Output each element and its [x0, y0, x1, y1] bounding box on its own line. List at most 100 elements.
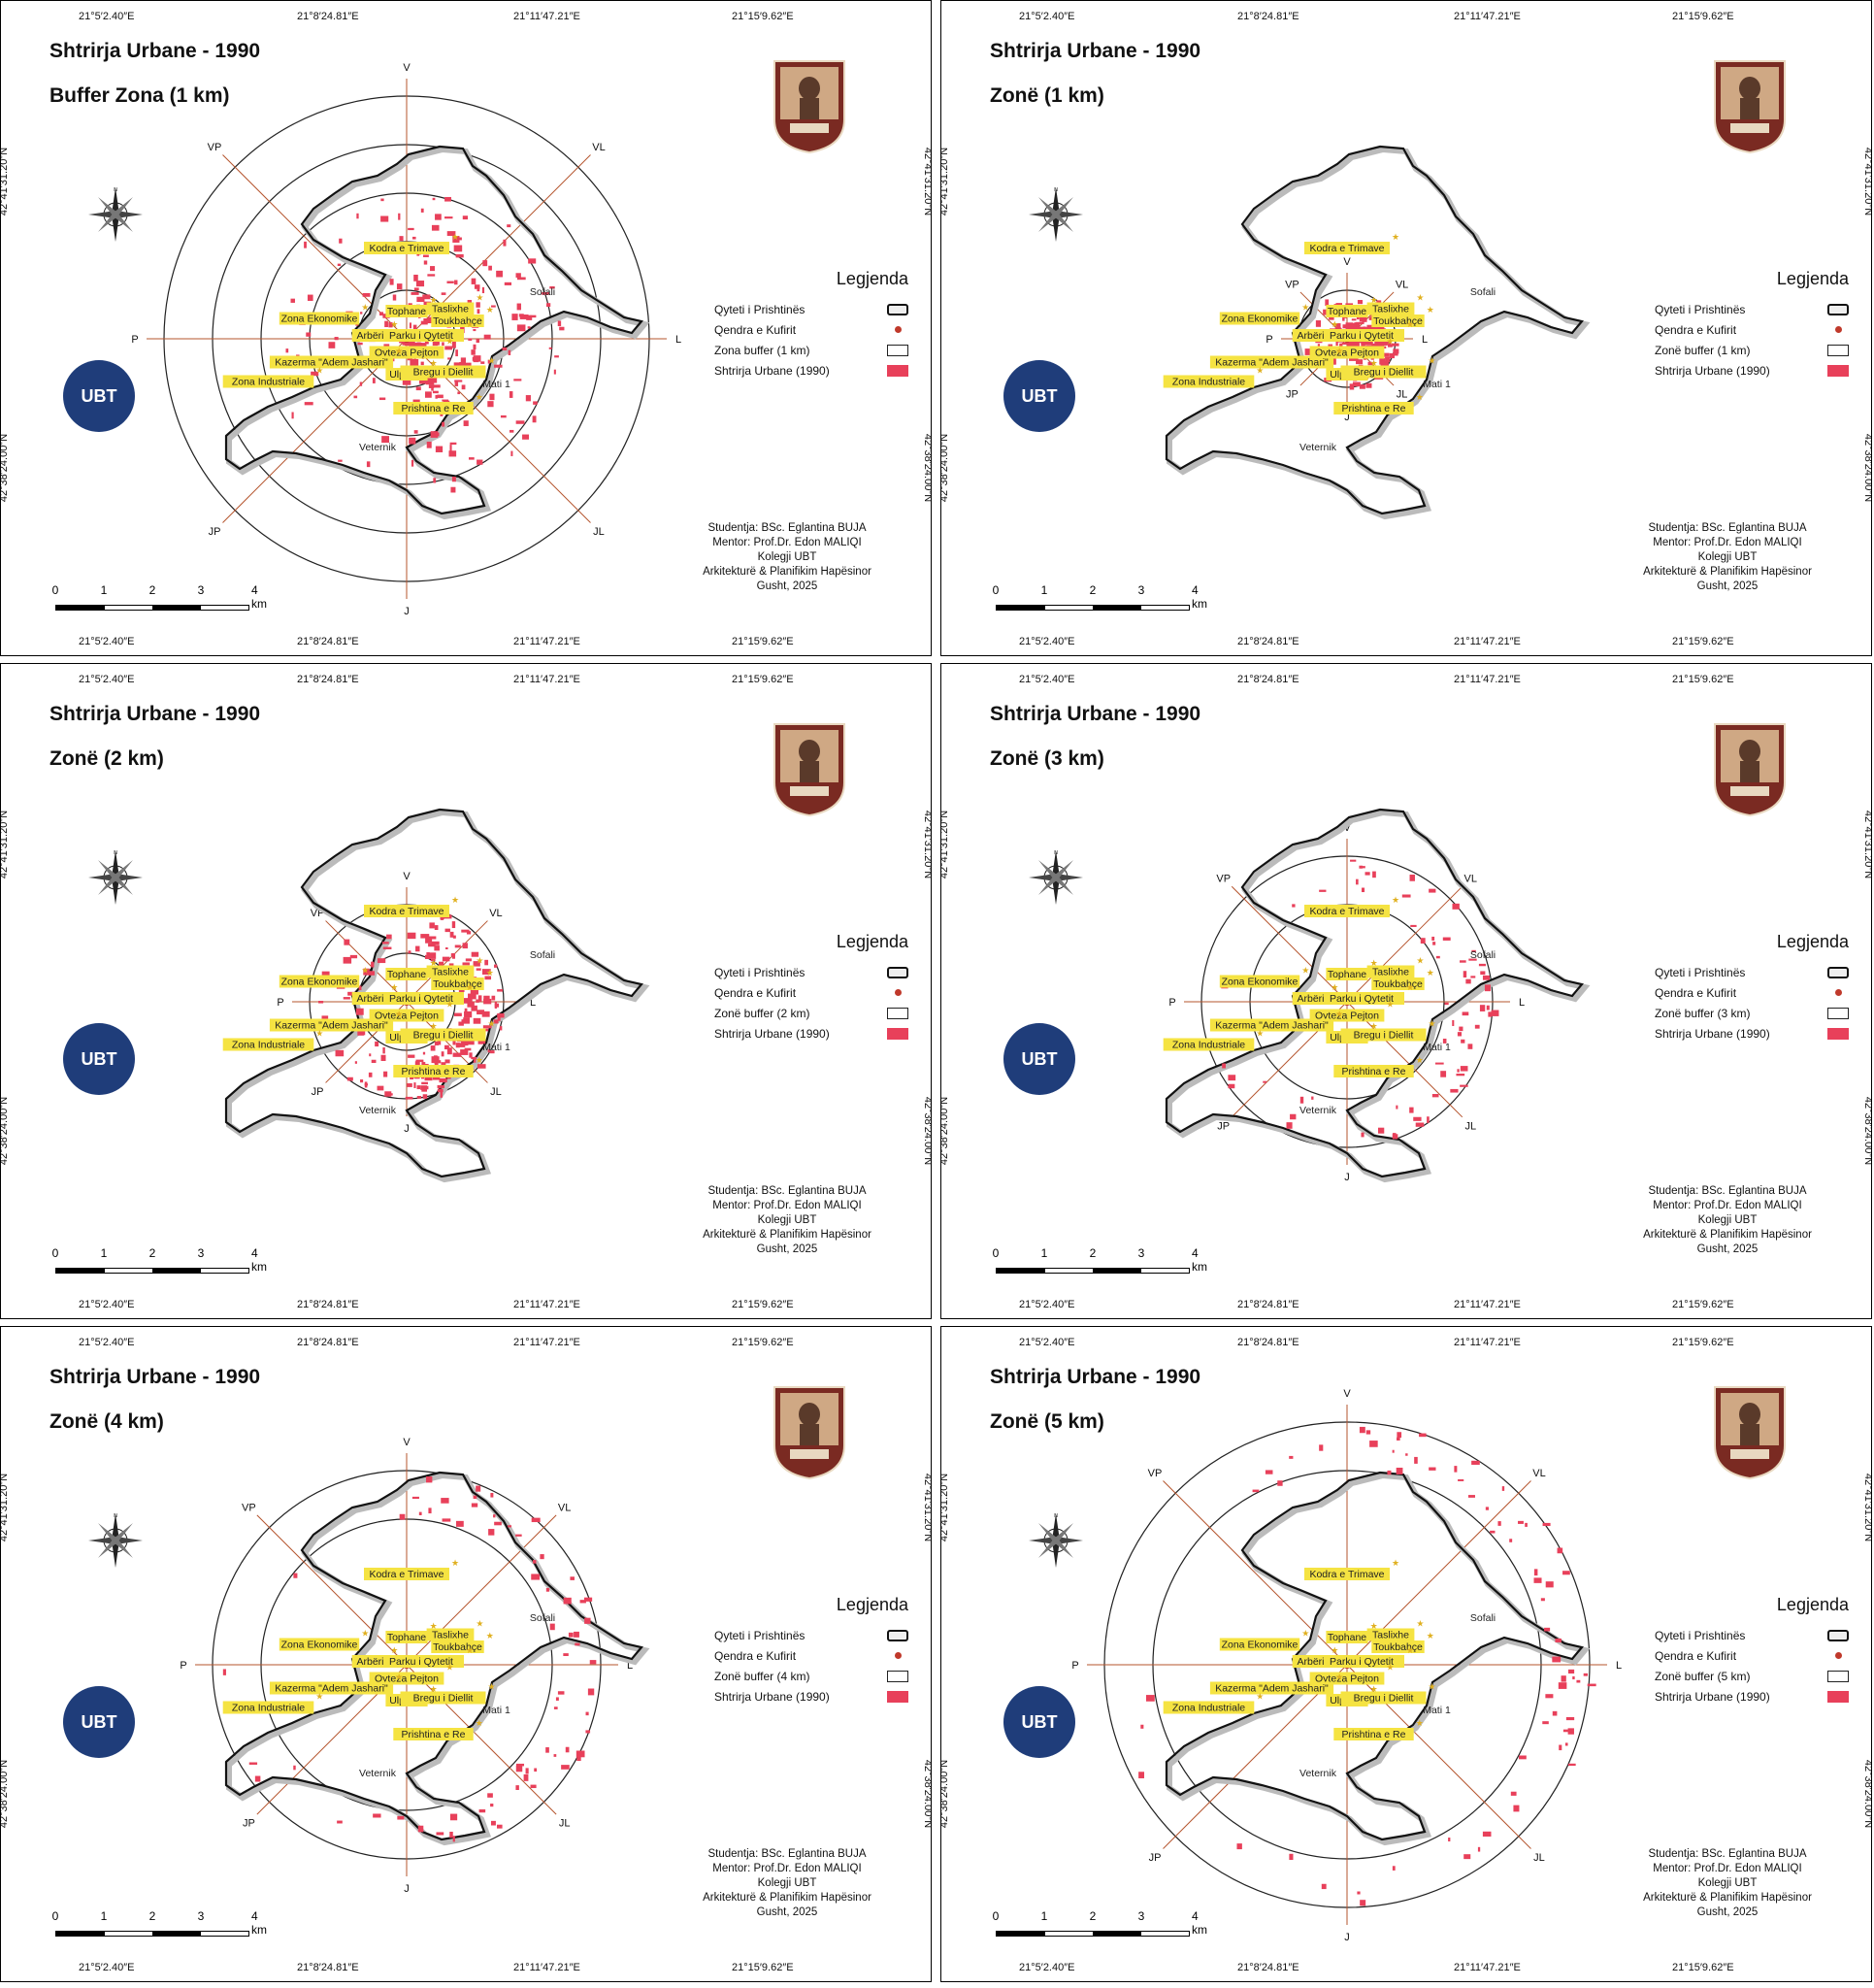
urban-patch	[515, 1765, 523, 1773]
coord-right-1: 42°41′31.20″N	[1861, 1473, 1872, 1542]
urban-swatch	[887, 1027, 908, 1040]
urban-patch	[546, 303, 551, 308]
place-star-icon: ★	[445, 337, 453, 347]
urban-patch	[427, 274, 436, 277]
place-star-icon: ★	[1386, 1000, 1394, 1010]
urban-patch	[1456, 1074, 1465, 1077]
urban-patch	[437, 1039, 442, 1045]
urban-patch	[311, 371, 319, 377]
urban-patch	[335, 1049, 345, 1057]
map-panel-4: V VL L JL J JP P VP ★ Kodra e Trimave ★ Tophane ★ Tas…	[940, 663, 1872, 1319]
urban-patch	[464, 1047, 472, 1051]
place-label: Prishtina e Re	[1342, 1729, 1406, 1740]
urban-patch	[570, 1576, 575, 1580]
urban-patch	[449, 1832, 453, 1839]
urban-patch	[398, 213, 401, 220]
urban-patch	[430, 1045, 436, 1051]
urban-patch	[423, 260, 428, 265]
urban-patch	[471, 1005, 477, 1011]
city-boundary	[1165, 808, 1585, 1178]
place-label: Zona Industriale	[232, 1703, 305, 1714]
city-swatch	[887, 966, 908, 978]
urban-patch	[1482, 1831, 1492, 1837]
urban-patch	[1315, 320, 1322, 327]
place-label: Mati 1	[1423, 1705, 1451, 1716]
urban-patch	[454, 944, 461, 948]
urban-patch	[1583, 1673, 1588, 1676]
credit-department: Arkitekturë & Planifikim Hapësinor	[703, 1229, 871, 1241]
urban-patch	[563, 1597, 572, 1605]
place-highlight	[393, 1728, 474, 1740]
ubt-logo: UBT	[63, 1686, 135, 1758]
coord-bottom-1: 21°5′2.40″E	[1019, 1299, 1075, 1310]
urban-patch	[1488, 1011, 1493, 1017]
urban-patch	[493, 1514, 496, 1518]
urban-patch	[450, 486, 456, 493]
urban-patch	[384, 1091, 392, 1097]
place-highlight	[378, 992, 464, 1005]
place-label: Prishtina e Re	[402, 1729, 466, 1740]
urban-patch	[1409, 1107, 1414, 1113]
place-highlight	[1309, 1009, 1385, 1022]
urban-patch	[408, 950, 411, 954]
legend-center-label: Qendra e Kufirit	[714, 322, 797, 337]
urban-patch	[415, 281, 425, 287]
urban-patch	[1452, 903, 1460, 910]
place-star-icon: ★	[466, 982, 474, 992]
direction-label-w: P	[277, 997, 283, 1009]
coord-right-1: 42°41′31.20″N	[921, 147, 932, 216]
place-star-icon: ★	[361, 303, 369, 313]
urban-patch	[451, 477, 456, 482]
coord-left-2: 42°38′24.00″N	[0, 1759, 11, 1829]
urban-patch	[509, 429, 514, 433]
place-star-icon: ★	[466, 319, 474, 329]
urban-patch	[415, 1059, 424, 1062]
urban-patch	[1381, 361, 1389, 367]
place-star-icon: ★	[430, 358, 438, 368]
urban-patch	[460, 1049, 469, 1055]
place-star-icon: ★	[1386, 1663, 1394, 1673]
urban-patch	[436, 340, 440, 346]
urban-patch	[318, 1001, 324, 1004]
place-highlight	[385, 968, 428, 980]
coord-left-1: 42°41′31.20″N	[0, 1473, 11, 1542]
urban-patch	[415, 945, 420, 952]
urban-patch	[431, 1056, 440, 1064]
credit-department: Arkitekturë & Planifikim Hapësinor	[1643, 1892, 1812, 1904]
urban-patch	[1263, 1080, 1267, 1083]
urban-patch	[328, 342, 336, 348]
urban-patch	[396, 283, 403, 290]
credit-college: Kolegji UBT	[1697, 1877, 1758, 1889]
urban-patch	[1452, 1019, 1455, 1026]
buffer-swatch	[887, 1670, 908, 1682]
place-label: Bregu i Diellit	[1354, 367, 1414, 379]
coord-bottom-2: 21°8′24.81″E	[1237, 1962, 1299, 1973]
urban-patch	[1321, 1883, 1327, 1890]
credit-mentor: Mentor: Prof.Dr. Edon MALIQI	[1653, 537, 1802, 548]
urban-patch	[1392, 1449, 1395, 1453]
map-panel-2: V VL L JL J JP P VP ★ Kodra e Trimave ★ Tophane ★ Tas…	[940, 0, 1872, 656]
urban-patch	[425, 937, 433, 944]
urban-patch	[529, 315, 537, 318]
urban-patch	[481, 1011, 490, 1017]
credit-date: Gusht, 2025	[756, 580, 818, 592]
urban-patch	[360, 1079, 364, 1083]
coord-bottom-4: 21°15′9.62″E	[732, 1962, 794, 1973]
urban-patch	[1450, 1088, 1459, 1093]
legend-buffer: Zonë buffer (2 km)	[714, 1003, 918, 1023]
urban-patch	[434, 1041, 440, 1045]
urban-patch	[575, 1750, 585, 1758]
urban-patch	[516, 277, 526, 281]
urban-patch	[1405, 1453, 1408, 1456]
urban-patch	[363, 968, 370, 976]
buffer-swatch	[1827, 1007, 1849, 1019]
place-star-icon: ★	[1331, 982, 1338, 992]
direction-label-ne: VL	[592, 142, 605, 153]
urban-patch	[355, 1008, 364, 1015]
place-star-icon: ★	[1331, 319, 1338, 329]
city-crest-icon	[773, 723, 845, 817]
urban-patch	[452, 1052, 462, 1057]
urban-patch	[515, 1534, 522, 1537]
urban-patch	[1401, 894, 1411, 898]
coord-bottom-1: 21°5′2.40″E	[79, 1299, 135, 1310]
